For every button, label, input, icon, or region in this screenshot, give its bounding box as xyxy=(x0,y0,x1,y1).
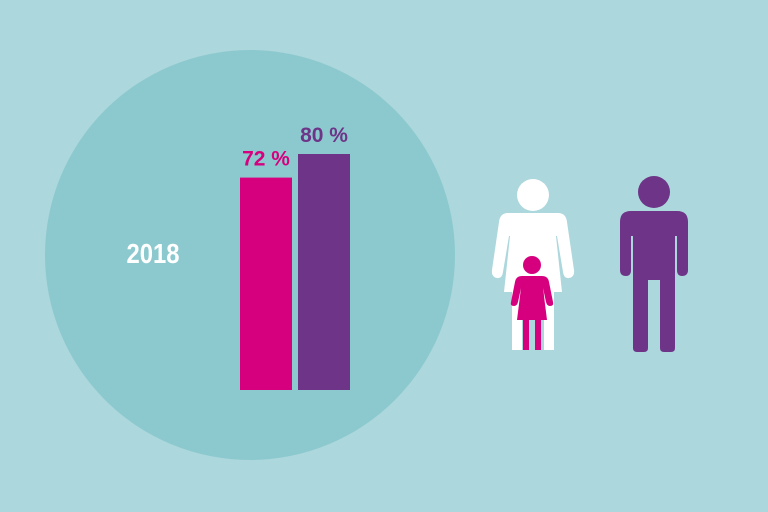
bar-series: 72 % 80 % xyxy=(240,124,350,390)
bar-2 xyxy=(298,154,350,390)
girl-icon xyxy=(510,256,554,350)
man-icon xyxy=(620,176,688,352)
bar-value-label-2: 80 % xyxy=(300,124,348,147)
bar-1 xyxy=(240,177,292,390)
year-label: 2018 xyxy=(126,238,180,269)
bar-value-label-1: 72 % xyxy=(242,148,290,171)
